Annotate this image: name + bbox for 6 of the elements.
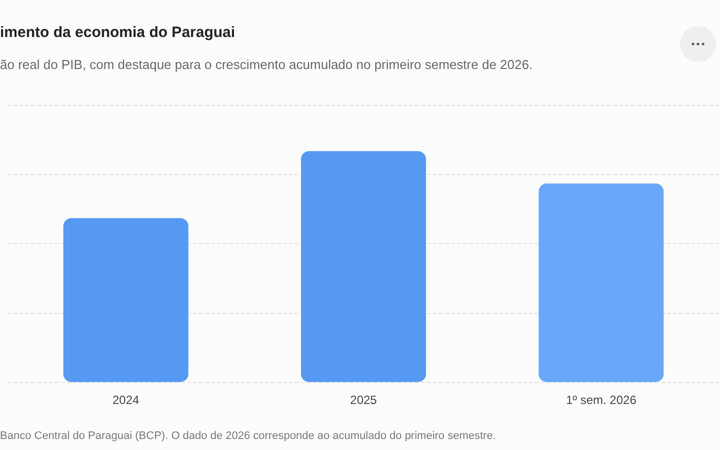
chart-subtitle: ão real do PIB, com destaque para o crescimento acumulado no primeiro semestre de 2026. [0, 57, 533, 72]
x-tick-label: 2024 [112, 393, 140, 407]
chart-title: imento da economia do Paraguai [0, 24, 236, 41]
x-tick-label: 1º sem. 2026 [566, 393, 637, 407]
x-tick-label: 2025 [350, 393, 378, 407]
text: Banco Central do Paraguai (BCP). O dado de 2026 corresponde ao acumulado do primeiro semestre. [0, 430, 496, 442]
